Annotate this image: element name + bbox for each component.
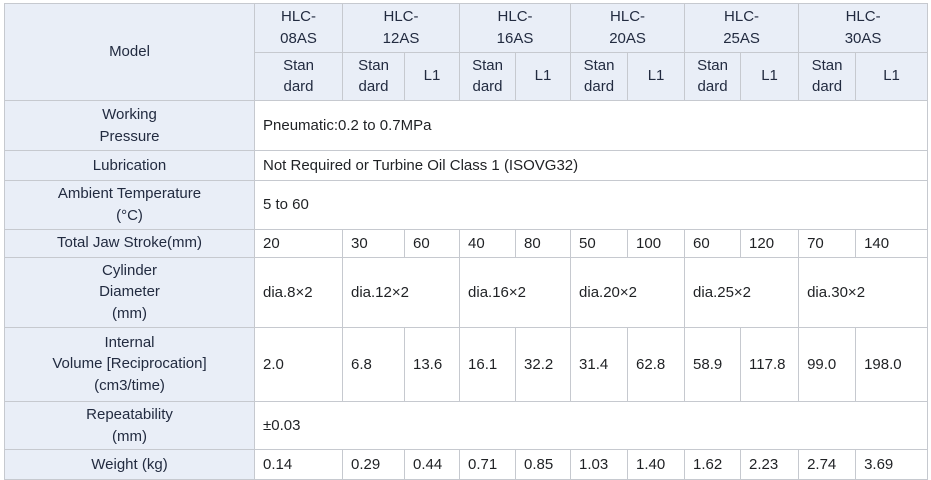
row-total-jaw-stroke: Total Jaw Stroke(mm) 20 30 60 40 80 50 1… bbox=[4, 228, 929, 258]
variant-30as-l1: L1 bbox=[855, 51, 929, 101]
value-stroke-20as-standard: 50 bbox=[570, 228, 629, 258]
value-volume-30as-l1: 198.0 bbox=[855, 326, 929, 402]
header-row-variants: Stan dard Stan dard L1 Stan dard L1 Stan… bbox=[5, 51, 929, 101]
variant-12as-l1: L1 bbox=[403, 51, 461, 101]
value-stroke-08as-standard: 20 bbox=[254, 228, 343, 258]
row-cylinder-diameter: Cylinder Diameter (mm) dia.8×2 dia.12×2 … bbox=[4, 256, 929, 328]
variant-25as-standard: Stan dard bbox=[684, 51, 742, 101]
value-stroke-30as-l1: 140 bbox=[855, 228, 929, 258]
variant-12as-standard: Stan dard bbox=[342, 51, 405, 101]
variant-25as-l1: L1 bbox=[740, 51, 800, 101]
value-volume-16as-standard: 16.1 bbox=[459, 326, 517, 402]
value-weight-30as-standard: 2.74 bbox=[798, 449, 857, 480]
value-ambient-temperature: 5 to 60 bbox=[253, 180, 929, 230]
value-stroke-16as-standard: 40 bbox=[459, 228, 517, 258]
value-volume-16as-l1: 32.2 bbox=[515, 326, 572, 402]
variant-16as-l1: L1 bbox=[515, 51, 572, 101]
value-volume-12as-standard: 6.8 bbox=[342, 326, 405, 402]
model-name-hlc-30as: HLC- 30AS bbox=[798, 3, 929, 53]
value-lubrication: Not Required or Turbine Oil Class 1 (ISO… bbox=[253, 150, 929, 181]
row-ambient-temperature: Ambient Temperature (°C) 5 to 60 bbox=[4, 180, 929, 230]
value-cylinder-20as: dia.20×2 bbox=[570, 256, 686, 328]
row-label-working-pressure: Working Pressure bbox=[4, 100, 255, 151]
value-weight-16as-l1: 0.85 bbox=[515, 449, 572, 480]
row-repeatability: Repeatability (mm) ±0.03 bbox=[4, 400, 929, 451]
model-corner-label: Model bbox=[4, 3, 255, 101]
row-label-ambient-temperature: Ambient Temperature (°C) bbox=[4, 180, 255, 230]
value-volume-12as-l1: 13.6 bbox=[403, 326, 461, 402]
value-cylinder-16as: dia.16×2 bbox=[459, 256, 572, 328]
value-weight-12as-l1: 0.44 bbox=[403, 449, 461, 480]
header-row-models: Model HLC- 08AS HLC- 12AS HLC- 16AS HLC-… bbox=[4, 3, 929, 101]
value-volume-30as-standard: 99.0 bbox=[798, 326, 857, 402]
row-weight: Weight (kg) 0.14 0.29 0.44 0.71 0.85 1.0… bbox=[4, 449, 929, 480]
value-stroke-25as-l1: 120 bbox=[740, 228, 800, 258]
value-weight-25as-standard: 1.62 bbox=[684, 449, 742, 480]
value-volume-25as-l1: 117.8 bbox=[740, 326, 800, 402]
value-cylinder-08as: dia.8×2 bbox=[254, 256, 343, 328]
value-stroke-12as-standard: 30 bbox=[342, 228, 405, 258]
value-weight-16as-standard: 0.71 bbox=[459, 449, 517, 480]
row-working-pressure: Working Pressure Pneumatic:0.2 to 0.7MPa bbox=[4, 100, 929, 151]
row-lubrication: Lubrication Not Required or Turbine Oil … bbox=[4, 150, 929, 181]
variant-20as-standard: Stan dard bbox=[570, 51, 629, 101]
value-stroke-20as-l1: 100 bbox=[627, 228, 686, 258]
value-volume-08as-standard: 2.0 bbox=[254, 326, 343, 402]
row-label-cylinder-diameter: Cylinder Diameter (mm) bbox=[4, 256, 255, 328]
value-stroke-12as-l1: 60 bbox=[403, 228, 461, 258]
row-label-total-jaw-stroke: Total Jaw Stroke(mm) bbox=[4, 228, 255, 258]
row-label-lubrication: Lubrication bbox=[4, 150, 255, 181]
value-stroke-16as-l1: 80 bbox=[515, 228, 572, 258]
value-weight-30as-l1: 3.69 bbox=[855, 449, 929, 480]
model-name-hlc-12as: HLC- 12AS bbox=[341, 3, 461, 53]
row-label-repeatability: Repeatability (mm) bbox=[4, 400, 255, 451]
value-stroke-25as-standard: 60 bbox=[684, 228, 742, 258]
value-volume-25as-standard: 58.9 bbox=[684, 326, 742, 402]
value-working-pressure: Pneumatic:0.2 to 0.7MPa bbox=[253, 100, 929, 151]
value-weight-20as-l1: 1.40 bbox=[627, 449, 686, 480]
value-volume-20as-l1: 62.8 bbox=[627, 326, 686, 402]
model-name-hlc-16as: HLC- 16AS bbox=[459, 3, 572, 53]
variant-08as-standard: Stan dard bbox=[254, 51, 343, 101]
variant-20as-l1: L1 bbox=[627, 51, 686, 101]
row-internal-volume: Internal Volume [Reciprocation] (cm3/tim… bbox=[4, 326, 929, 402]
value-weight-12as-standard: 0.29 bbox=[342, 449, 405, 480]
value-weight-25as-l1: 2.23 bbox=[740, 449, 800, 480]
value-weight-20as-standard: 1.03 bbox=[570, 449, 629, 480]
variant-16as-standard: Stan dard bbox=[459, 51, 517, 101]
model-name-hlc-20as: HLC- 20AS bbox=[570, 3, 686, 53]
value-cylinder-25as: dia.25×2 bbox=[684, 256, 800, 328]
value-cylinder-12as: dia.12×2 bbox=[341, 256, 461, 328]
value-weight-08as-standard: 0.14 bbox=[254, 449, 343, 480]
value-volume-20as-standard: 31.4 bbox=[570, 326, 629, 402]
value-cylinder-30as: dia.30×2 bbox=[798, 256, 929, 328]
spec-table: Model HLC- 08AS HLC- 12AS HLC- 16AS HLC-… bbox=[4, 3, 929, 480]
row-label-internal-volume: Internal Volume [Reciprocation] (cm3/tim… bbox=[4, 326, 255, 402]
value-stroke-30as-standard: 70 bbox=[798, 228, 857, 258]
row-label-weight: Weight (kg) bbox=[4, 449, 255, 480]
model-name-hlc-25as: HLC- 25AS bbox=[684, 3, 800, 53]
variant-30as-standard: Stan dard bbox=[798, 51, 857, 101]
model-name-hlc-08as: HLC- 08AS bbox=[254, 3, 343, 53]
value-repeatability: ±0.03 bbox=[253, 400, 929, 451]
